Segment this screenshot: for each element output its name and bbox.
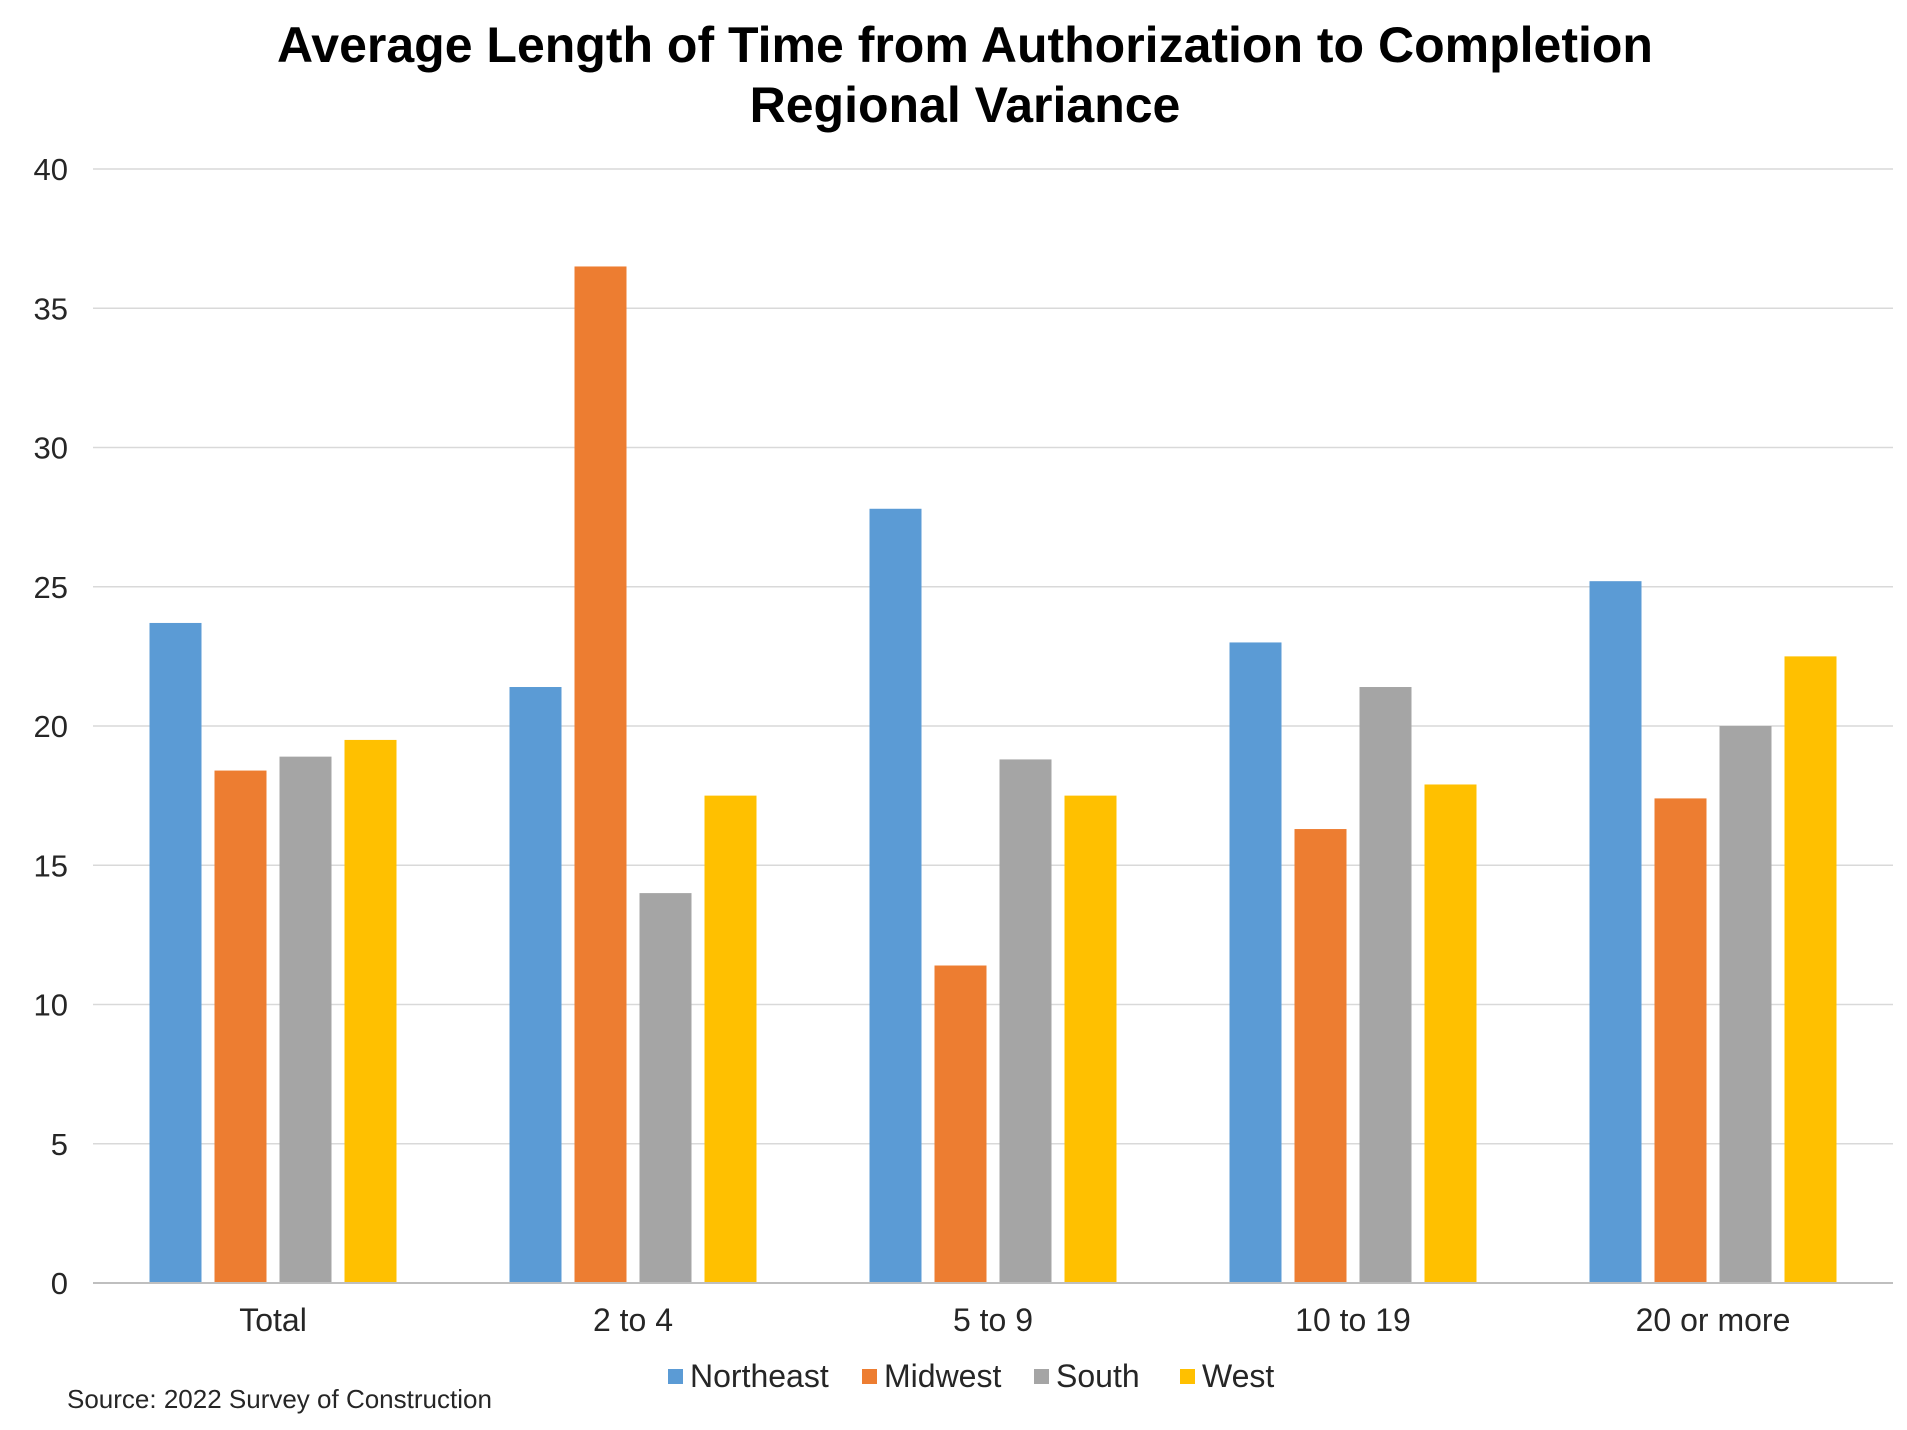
legend-label-midwest: Midwest: [884, 1358, 1001, 1394]
x-category-label: 10 to 19: [1295, 1302, 1411, 1338]
y-tick-label: 0: [51, 1266, 68, 1301]
bar-south-10-to-19: [1359, 687, 1412, 1283]
legend: Northeast Midwest South West: [668, 1358, 1274, 1394]
chart-title-line-1: Average Length of Time from Authorizatio…: [277, 17, 1653, 73]
plot-area: [149, 266, 1837, 1284]
y-tick-label: 15: [34, 848, 68, 883]
y-tick-label: 5: [51, 1127, 68, 1162]
bar-midwest-20-or-more: [1654, 798, 1707, 1283]
bar-west-10-to-19: [1424, 784, 1477, 1283]
x-category-label: 20 or more: [1636, 1302, 1791, 1338]
bar-midwest-2-to-4: [574, 266, 627, 1284]
bar-northeast-total: [149, 622, 202, 1283]
bar-south-20-or-more: [1719, 726, 1772, 1283]
bar-south-2-to-4: [639, 893, 692, 1283]
legend-label-northeast: Northeast: [690, 1358, 829, 1394]
bar-west-total: [344, 739, 397, 1283]
bar-northeast-5-to-9: [869, 508, 922, 1283]
legend-label-south: South: [1056, 1358, 1140, 1394]
y-tick-label: 20: [34, 709, 68, 744]
x-category-label: 2 to 4: [593, 1302, 673, 1338]
y-tick-label: 40: [34, 152, 68, 187]
bar-northeast-2-to-4: [509, 687, 562, 1283]
bar-northeast-10-to-19: [1229, 642, 1282, 1283]
x-category-label: Total: [239, 1302, 307, 1338]
source-note: Source: 2022 Survey of Construction: [67, 1384, 492, 1414]
y-tick-label: 25: [34, 570, 68, 605]
legend-swatch-northeast: [668, 1369, 683, 1384]
bar-midwest-10-to-19: [1294, 829, 1347, 1283]
y-tick-label: 30: [34, 431, 68, 466]
legend-label-west: West: [1202, 1358, 1274, 1394]
y-axis-ticks: 0 5 10 15 20 25 30 35 40: [34, 152, 68, 1301]
chart-title-line-2: Regional Variance: [750, 77, 1181, 133]
bar-south-5-to-9: [999, 759, 1052, 1283]
bar-south-total: [279, 756, 332, 1283]
legend-swatch-south: [1034, 1369, 1049, 1384]
bar-northeast-20-or-more: [1589, 581, 1642, 1283]
bar-west-20-or-more: [1784, 656, 1837, 1283]
y-tick-label: 35: [34, 291, 68, 326]
x-category-label: 5 to 9: [953, 1302, 1033, 1338]
legend-swatch-west: [1180, 1369, 1195, 1384]
bar-midwest-total: [214, 770, 267, 1283]
x-axis-categories: Total 2 to 4 5 to 9 10 to 19 20 or more: [239, 1302, 1790, 1338]
legend-swatch-midwest: [862, 1369, 877, 1384]
y-tick-label: 10: [34, 988, 68, 1023]
chart-title: Average Length of Time from Authorizatio…: [277, 17, 1653, 133]
bar-west-2-to-4: [704, 795, 757, 1283]
bar-midwest-5-to-9: [934, 965, 987, 1283]
bar-west-5-to-9: [1064, 795, 1117, 1283]
